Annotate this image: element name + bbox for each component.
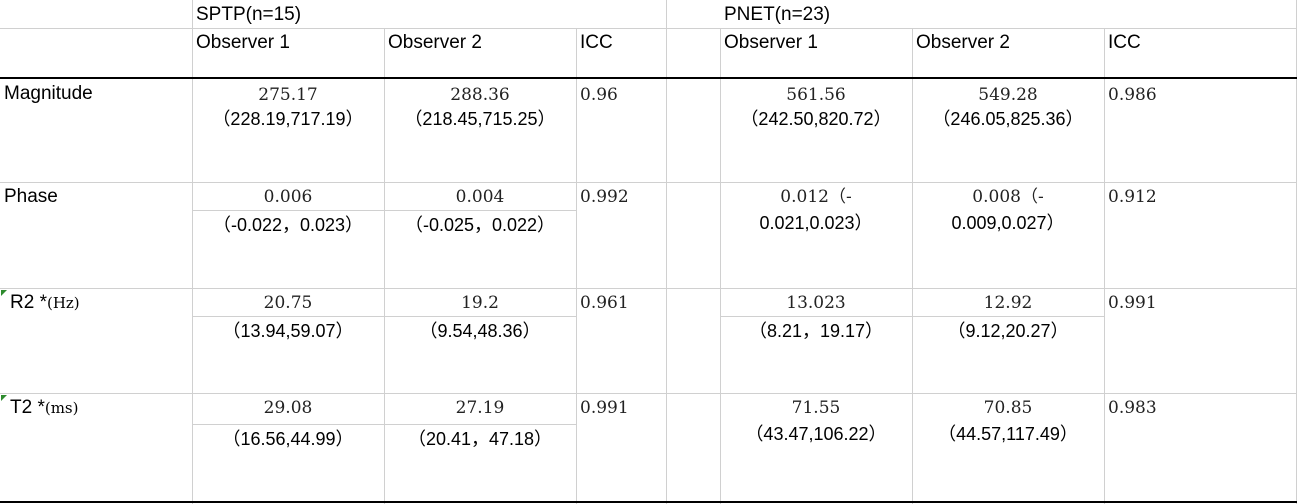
- grid-line: [576, 28, 577, 504]
- col-header-spt-observer-1: Observer 1: [196, 32, 290, 53]
- grid-line: [720, 316, 1104, 317]
- cell-value: 20.75: [263, 293, 313, 313]
- cell-value: 27.19: [455, 398, 505, 418]
- cell-icc: 0.983: [1108, 398, 1157, 418]
- row-label-phase: Phase: [4, 186, 58, 207]
- cell-icc: 0.96: [580, 85, 618, 105]
- grid-line: [912, 28, 913, 504]
- row-label-magnitude: Magnitude: [4, 83, 93, 104]
- cell-value: 0.012（-: [780, 187, 852, 207]
- cell-value: 0.008（-: [972, 187, 1044, 207]
- cell-range: （242.50,820.72）: [740, 109, 892, 129]
- grid-line: [720, 28, 721, 504]
- group-header-sptp: SPTP(n=15): [196, 4, 302, 25]
- grid-line: [0, 288, 1297, 289]
- bottom-rule: [0, 501, 1297, 503]
- cell-range: （218.45,715.25）: [404, 109, 556, 129]
- cell-value: 0.004: [455, 187, 505, 207]
- cell-range: （16.56,44.99）: [222, 429, 354, 449]
- col-header-pnet-icc: ICC: [1108, 32, 1141, 53]
- cell-range: （-0.022，0.023）: [212, 215, 364, 235]
- grid-line: [1104, 28, 1105, 504]
- cell-range: 0.021,0.023）: [759, 213, 873, 233]
- grid-line: [192, 0, 193, 504]
- row-label-r2: R2 *(Hz): [10, 292, 80, 314]
- cell-range: （13.94,59.07）: [222, 321, 354, 341]
- cell-range: （20.41，47.18）: [407, 429, 553, 449]
- cell-value: 12.92: [983, 293, 1033, 313]
- cell-value: 288.36: [450, 85, 510, 105]
- group-header-pnet: PNET(n=23): [724, 4, 831, 25]
- cell-range: （44.57,117.49）: [938, 424, 1078, 444]
- grid-line: [0, 393, 1297, 394]
- comment-marker-icon[interactable]: [1, 290, 7, 296]
- cell-range: （8.21，19.17）: [748, 321, 884, 341]
- row-label-t2: T2 *(ms): [10, 397, 79, 419]
- cell-range: （9.12,20.27）: [947, 321, 1069, 341]
- comment-marker-icon[interactable]: [1, 395, 7, 401]
- cell-range: （9.54,48.36）: [419, 321, 541, 341]
- header-rule: [0, 77, 1297, 79]
- row-label-r2-text: R2 *: [10, 292, 47, 313]
- grid-line: [192, 316, 576, 317]
- cell-value: 71.55: [791, 398, 841, 418]
- grid-line: [666, 0, 667, 504]
- cell-value: 561.56: [786, 85, 846, 105]
- cell-value: 549.28: [978, 85, 1038, 105]
- cell-value: 19.2: [461, 293, 499, 313]
- cell-icc: 0.991: [1108, 293, 1157, 313]
- col-header-spt-observer-2: Observer 2: [388, 32, 482, 53]
- cell-value: 29.08: [263, 398, 313, 418]
- cell-range: （-0.025，0.022）: [404, 215, 556, 235]
- grid-line: [0, 182, 1297, 183]
- cell-range: 0.009,0.027）: [951, 213, 1065, 233]
- grid-line: [192, 210, 576, 211]
- cell-value: 275.17: [258, 85, 318, 105]
- grid-line: [0, 28, 1297, 29]
- cell-value: 70.85: [983, 398, 1033, 418]
- cell-range: （228.19,717.19）: [212, 109, 364, 129]
- cell-icc: 0.961: [580, 293, 629, 313]
- row-label-r2-unit: (Hz): [46, 294, 80, 312]
- row-label-t2-text: T2 *: [10, 397, 45, 418]
- cell-value: 13.023: [786, 293, 846, 313]
- cell-icc: 0.912: [1108, 187, 1157, 207]
- cell-icc: 0.992: [580, 187, 629, 207]
- col-header-spt-icc: ICC: [580, 32, 613, 53]
- cell-icc: 0.991: [580, 398, 629, 418]
- cell-icc: 0.986: [1108, 85, 1157, 105]
- grid-line: [192, 424, 576, 425]
- row-label-t2-unit: (ms): [44, 399, 79, 417]
- cell-range: （43.47,106.22）: [745, 424, 887, 444]
- cell-value: 0.006: [263, 187, 313, 207]
- cell-range: （246.05,825.36）: [932, 109, 1084, 129]
- col-header-pnet-observer-2: Observer 2: [916, 32, 1010, 53]
- col-header-pnet-observer-1: Observer 1: [724, 32, 818, 53]
- grid-line: [384, 28, 385, 504]
